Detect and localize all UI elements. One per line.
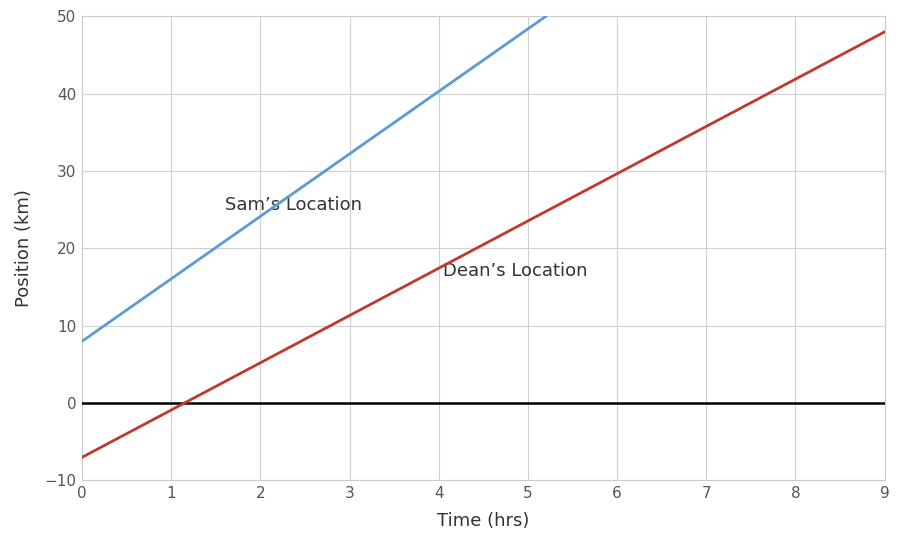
Y-axis label: Position (km): Position (km) (15, 189, 34, 307)
Text: Sam’s Location: Sam’s Location (224, 196, 362, 213)
X-axis label: Time (hrs): Time (hrs) (436, 512, 529, 530)
Text: Dean’s Location: Dean’s Location (443, 262, 587, 280)
